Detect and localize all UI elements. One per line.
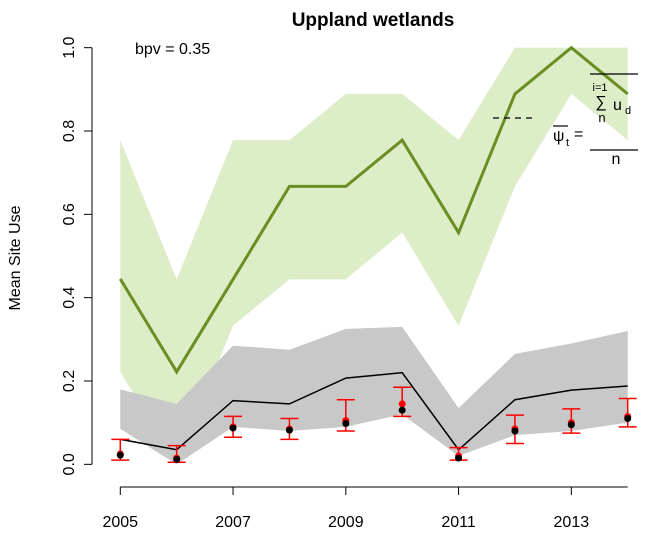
y-tick-label: 0.6	[61, 203, 78, 225]
x-tick-label: 2009	[328, 514, 364, 531]
y-tick-label: 1.0	[61, 36, 78, 58]
confidence-band	[120, 326, 628, 465]
confidence-band	[120, 47, 628, 465]
formula-lhs-sub: t	[566, 137, 569, 149]
chart-title: Uppland wetlands	[292, 10, 455, 31]
x-tick-label: 2005	[102, 514, 138, 531]
point	[398, 406, 406, 414]
formula-sum-top: i=1	[593, 82, 608, 94]
series-line	[119, 45, 629, 375]
y-tick-label: 0.4	[61, 286, 78, 308]
mean-point	[398, 400, 406, 408]
y-tick-label: 0.0	[61, 453, 78, 475]
x-tick-label: 2013	[554, 514, 590, 531]
point	[624, 415, 632, 422]
formula-term-sub: d	[625, 105, 631, 117]
plot: 2005 2007 2009 2011 2013 0.0 0.2 0.4 0.6 0.8 1.0	[61, 36, 637, 531]
x-tick-label: 2007	[215, 514, 251, 531]
formula-lhs: ψ	[553, 128, 564, 145]
formula-term: u	[613, 97, 622, 114]
point	[455, 454, 463, 462]
point	[567, 421, 575, 429]
annotation: bpv = 0.35	[135, 41, 210, 58]
y-tick-label: 0.8	[61, 120, 78, 142]
formula: ψ t = i=1 ∑ n u d n	[493, 73, 638, 168]
point	[285, 426, 293, 434]
point	[116, 451, 124, 459]
y-tick-label: 0.2	[61, 370, 78, 392]
x-tick-label: 2011	[441, 514, 476, 531]
y-axis-label: Mean Site Use	[7, 205, 24, 310]
point	[173, 455, 181, 463]
formula-denominator: n	[612, 151, 621, 168]
series-line	[120, 371, 628, 451]
formula-sum: ∑	[595, 94, 606, 111]
formula-eq: =	[574, 126, 583, 143]
formula-sum-bottom: n	[598, 110, 605, 125]
point	[511, 427, 519, 435]
point	[229, 424, 237, 432]
point	[342, 420, 350, 427]
